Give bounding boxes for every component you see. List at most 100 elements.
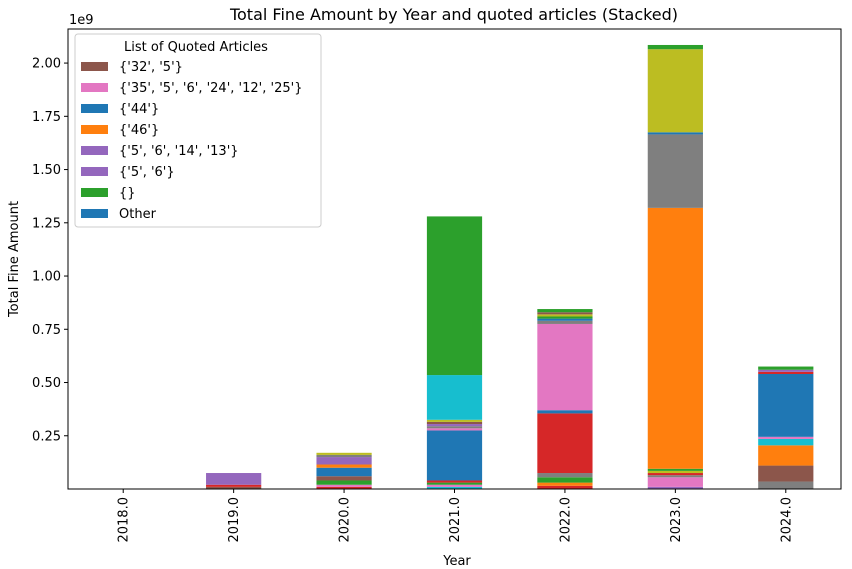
x-tick-label: 2020.0 — [338, 497, 353, 543]
legend-swatch — [81, 209, 108, 218]
bar-segment — [316, 467, 372, 477]
y-tick-label: 1.00 — [32, 270, 61, 285]
y-tick-label: 0.75 — [32, 323, 61, 338]
bar-stack-2024.0 — [758, 366, 814, 489]
bar-segment — [758, 366, 814, 370]
legend-label: {} — [119, 186, 136, 201]
bar-segment — [426, 428, 483, 431]
bar-segment — [537, 473, 593, 478]
bar-segment — [647, 477, 703, 487]
legend-swatch — [81, 62, 108, 71]
legend-entry: {'35', '5', '6', '24', '12', '25'} — [81, 81, 302, 96]
y-tick-label: 1.50 — [32, 163, 61, 178]
legend-label: {'35', '5', '6', '24', '12', '25'} — [119, 81, 302, 96]
legend-entry: {} — [81, 186, 136, 201]
bar-segment — [647, 473, 703, 476]
legend-entries: {'32', '5'} {'35', '5', '6', '24', '12', … — [81, 60, 302, 222]
y-tick-label: 1.75 — [32, 110, 61, 125]
legend-entry: {'32', '5'} — [81, 60, 183, 75]
x-tick-label: 2024.0 — [779, 497, 794, 543]
legend-entry: {'5', '6', '14', '13'} — [81, 144, 239, 159]
legend-box — [74, 33, 322, 228]
bar-segment — [647, 49, 703, 133]
bar-segment — [316, 454, 372, 458]
bar-segment — [758, 438, 814, 446]
legend-swatch — [81, 104, 108, 113]
bar-segment — [316, 484, 372, 487]
bar-segment — [426, 426, 483, 429]
x-tick-label: 2018.0 — [117, 497, 132, 543]
x-axis-label: Year — [442, 554, 471, 569]
bar-segment — [537, 309, 593, 313]
legend-label: {'32', '5'} — [119, 60, 183, 75]
bar-segment — [316, 486, 372, 489]
y-axis-label: Total Fine Amount — [7, 201, 22, 318]
bar-segment — [758, 445, 814, 466]
legend-label: {'5', '6', '14', '13'} — [119, 144, 239, 159]
y-tick-label: 1.25 — [32, 216, 61, 231]
bar-stack-2021.0 — [426, 216, 483, 489]
y-axis-scale-label: 1e9 — [69, 13, 94, 28]
bar-segment — [758, 374, 814, 437]
bar-segment — [426, 480, 483, 483]
legend-entry: Other — [81, 207, 157, 222]
legend-label: {'44'} — [119, 102, 159, 117]
legend-swatch — [81, 146, 108, 155]
bar-segment — [758, 465, 814, 482]
bar-segment — [316, 457, 372, 465]
bar-segment — [537, 413, 593, 474]
bar-segment — [647, 134, 703, 208]
bar-segment — [537, 485, 593, 489]
bar-segment — [316, 452, 372, 455]
bar-segment — [537, 314, 593, 317]
legend-swatch — [81, 125, 108, 134]
bar-segment — [426, 482, 483, 485]
bar-segment — [426, 421, 483, 425]
bar-segment — [206, 473, 262, 485]
bar-segment — [758, 481, 814, 489]
legend-entry: {'44'} — [81, 102, 159, 117]
bar-segment — [537, 316, 593, 319]
y-tick-label: 2.00 — [32, 57, 61, 72]
legend-swatch — [81, 83, 108, 92]
bar-segment — [758, 369, 814, 372]
bar-segment — [537, 320, 593, 324]
bar-segment — [426, 486, 483, 489]
bar-segment — [537, 410, 593, 414]
bar-segment — [426, 216, 483, 376]
bar-segment — [426, 424, 483, 427]
legend-label: {'5', '6'} — [119, 165, 175, 180]
bar-stack-2023.0 — [647, 44, 703, 489]
bar-segment — [647, 132, 703, 135]
bar-stack-2020.0 — [316, 452, 372, 489]
bar-segment — [426, 484, 483, 487]
legend-entry: {'5', '6'} — [81, 165, 175, 180]
x-tick-label: 2019.0 — [227, 497, 242, 543]
bar-segment — [647, 44, 703, 50]
bar-segment — [426, 419, 483, 422]
bar-segment — [647, 207, 703, 469]
x-tick-label: 2023.0 — [669, 497, 684, 543]
bar-segment — [537, 318, 593, 321]
bar-segment — [206, 484, 262, 487]
bar-segment — [316, 480, 372, 485]
bar-stack-2019.0 — [206, 473, 262, 489]
legend-label: Other — [119, 207, 157, 222]
plot-area-frame — [67, 28, 842, 490]
legend-swatch — [81, 188, 108, 197]
chart-title: Total Fine Amount by Year and quoted art… — [229, 5, 678, 24]
bar-segment — [206, 486, 262, 489]
legend: List of Quoted Articles {'32', '5'} {'35'… — [74, 33, 322, 228]
bar-segment — [758, 371, 814, 374]
bar-segment — [647, 468, 703, 471]
bar-segment — [647, 486, 703, 489]
bar-segment — [426, 430, 483, 481]
y-tick-label: 0.25 — [32, 429, 61, 444]
legend-entry: {'46'} — [81, 123, 159, 138]
bar-segment — [316, 464, 372, 468]
bar-segment — [316, 476, 372, 481]
bar-stack-2022.0 — [537, 309, 593, 489]
legend-label: {'46'} — [119, 123, 159, 138]
bar-segment — [426, 375, 483, 420]
y-axis: 0.25 0.50 0.75 1.00 1.25 1.50 1.75 2.00 — [32, 57, 68, 444]
